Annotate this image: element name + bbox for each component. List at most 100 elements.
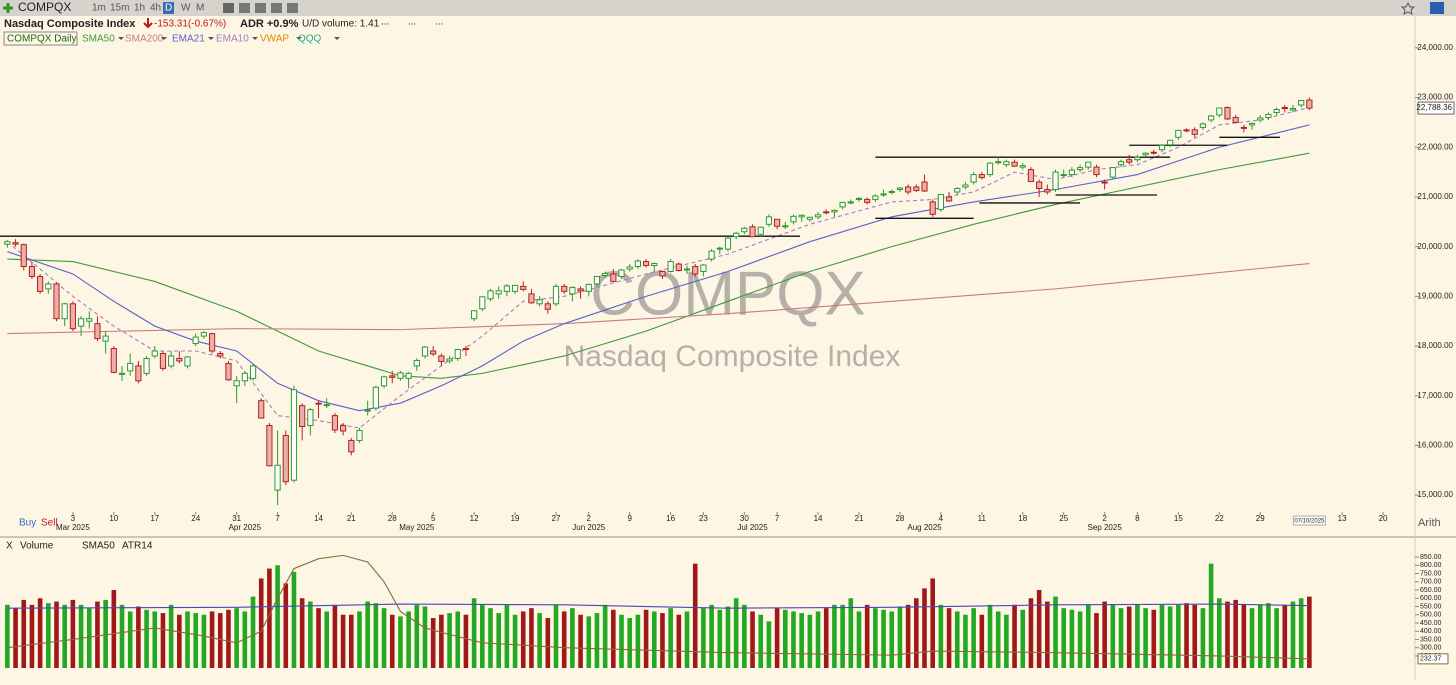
volume-bar	[1045, 601, 1050, 668]
interval[interactable]: 1h	[134, 3, 145, 14]
candle-body	[593, 275, 601, 285]
volume-bar	[1167, 606, 1173, 668]
candle-body	[1199, 123, 1207, 128]
legend-entry: SMA50	[82, 541, 115, 552]
volume-bar	[13, 608, 18, 668]
volume-bar	[1143, 608, 1148, 668]
volume-bar	[840, 604, 845, 668]
candle-body	[1126, 159, 1133, 163]
candle-body	[724, 237, 732, 250]
more: ...	[381, 17, 389, 28]
account-icon[interactable]	[1430, 2, 1444, 14]
candle-body	[331, 415, 339, 431]
candle-body	[405, 372, 412, 379]
legend-entry: QQQ	[298, 34, 322, 45]
y-tick-label: 650.00	[1420, 587, 1442, 594]
candle-body	[659, 270, 666, 277]
candle-body	[118, 372, 126, 375]
volume-bar	[111, 590, 117, 668]
candle-body	[774, 218, 781, 227]
volume-bar	[504, 604, 510, 668]
volume-bar	[889, 611, 895, 668]
volume-bar	[398, 616, 403, 668]
volume-bar	[275, 565, 280, 668]
atr-box	[1417, 653, 1449, 665]
tool-icon[interactable]	[287, 3, 298, 13]
volume-bar	[127, 611, 133, 668]
candle-body	[176, 357, 183, 362]
volume-bar	[1216, 598, 1222, 668]
candle-body	[790, 215, 797, 223]
candle-body	[855, 197, 863, 200]
volume-bar	[578, 614, 583, 668]
candle-body	[1134, 156, 1141, 161]
tool-icon[interactable]	[255, 3, 266, 13]
volume-bar	[709, 604, 714, 668]
volume-bar	[201, 614, 207, 668]
volume-bar	[676, 614, 682, 668]
volume-bar	[922, 588, 927, 668]
candle-body	[1109, 167, 1116, 178]
candle-body	[798, 214, 805, 218]
volume-bar	[1151, 609, 1157, 668]
candle-body	[454, 349, 461, 359]
candle-body	[921, 181, 928, 192]
more: ...	[435, 17, 443, 28]
interval[interactable]: W	[181, 3, 191, 14]
add-icon[interactable]	[3, 3, 13, 13]
volume-bar	[643, 609, 649, 668]
candle-body	[536, 299, 543, 305]
sell-button[interactable]: Sell	[41, 518, 58, 529]
candle-body	[315, 402, 322, 405]
interval[interactable]: 1m	[92, 3, 106, 14]
change: -153.31(-0.67%)	[154, 19, 226, 30]
candle-body	[127, 362, 134, 372]
x-tick-label: 24	[191, 514, 200, 523]
volume-bar	[733, 598, 739, 668]
candle-body	[233, 380, 240, 387]
x-tick-label: 4	[939, 514, 944, 523]
interval[interactable]: 15m	[110, 3, 129, 14]
candle-body	[733, 232, 740, 238]
volume-bar	[455, 611, 461, 668]
x-tick-label: 7	[775, 514, 780, 523]
volume-bar	[250, 596, 256, 668]
candle-body	[1240, 126, 1247, 129]
candle-body	[675, 263, 682, 271]
interval[interactable]: M	[196, 3, 204, 14]
star-icon[interactable]	[1400, 1, 1416, 15]
volume-bar	[742, 604, 747, 668]
close-panel[interactable]: X	[6, 541, 13, 552]
volume-bar	[799, 613, 804, 668]
chart-label[interactable]: COMPQX Daily	[7, 34, 76, 45]
volume-indicator	[7, 603, 1310, 609]
interval[interactable]: D	[165, 3, 172, 14]
tool-icon[interactable]	[239, 3, 250, 13]
cursor-date: 07/10/2025	[1294, 519, 1325, 525]
chart-selector[interactable]	[3, 31, 78, 46]
volume-bar	[209, 611, 215, 668]
x-tick-label: 17	[150, 514, 159, 523]
buy-button[interactable]: Buy	[19, 518, 36, 529]
scale-mode[interactable]: Arith	[1418, 517, 1441, 529]
interval[interactable]: 4h	[150, 3, 161, 14]
last-price-box	[1417, 101, 1455, 115]
tool-icon[interactable]	[223, 3, 234, 13]
volume-bar	[316, 608, 321, 668]
volume-bar	[1208, 563, 1214, 668]
y-tick-label: 15,000.00	[1417, 490, 1453, 499]
candle-body	[143, 357, 150, 374]
tool-icon[interactable]	[271, 3, 282, 13]
volume-bar	[1298, 598, 1304, 668]
y-tick-label: 500.00	[1420, 612, 1442, 619]
symbol[interactable]: COMPQX	[18, 0, 71, 14]
volume-bar	[406, 611, 411, 668]
candle-body	[1003, 161, 1010, 166]
x-tick-label: 30	[740, 514, 749, 523]
volume-bar	[283, 583, 289, 668]
candle-body	[430, 350, 437, 355]
candle-body	[94, 323, 101, 340]
candle-body	[479, 296, 486, 310]
month-label: Aug 2025	[907, 523, 942, 532]
volume-bar	[823, 608, 829, 668]
